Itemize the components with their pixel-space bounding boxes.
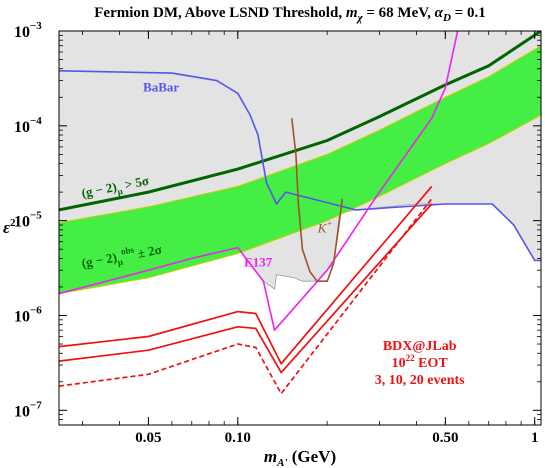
g2-5sigma-line [59,31,541,212]
y-tick-label: 10−7 [14,399,42,420]
bdx-label-line3: 3, 10, 20 events [375,373,465,388]
y-tick-label: 10−3 [14,20,42,41]
g2-band [59,45,541,294]
y-tick-label: 10−5 [14,210,42,231]
x-tick-label: 0.10 [225,430,251,446]
x-tick-label: 1 [531,430,539,446]
x-tick-label: 0.05 [135,430,161,446]
series-line-k- [291,118,344,282]
series-line-bdx-jlab-20-events [59,198,433,395]
series-line-babar [59,70,541,262]
y-tick-label: 10−6 [14,304,42,325]
series-line-bdx-jlab-10-events [59,185,433,365]
kplus-label: K+ [317,219,333,236]
chart-title: Fermion DM, Above LSND Threshold, mχ = 6… [94,5,485,24]
y-axis-title: ε2 [3,217,16,237]
plot-frame [58,30,542,426]
series-line-bdx-jlab-3-events [59,203,433,374]
g2-band-label: (g − 2)μobs ± 2σ [80,240,163,274]
plot-area [59,31,541,395]
bdx-label-line2: 1022 EOT [392,353,449,371]
y-tick-label: 10−4 [14,115,42,136]
bdx-label-line1: BDX@JLab [383,339,457,354]
x-axis-title: mA' (GeV) [264,447,336,468]
bdx-label: BDX@JLab 1022 EOT 3, 10, 20 events [375,339,465,388]
e137-label: E137 [244,254,273,269]
babar-label: BaBar [143,80,179,95]
x-tick-label: 0.50 [432,430,458,446]
g2-5sigma-label: (g − 2)μ > 5σ [80,173,150,204]
g2-band-upper-edge [59,45,541,224]
series-line-e137 [59,31,459,331]
